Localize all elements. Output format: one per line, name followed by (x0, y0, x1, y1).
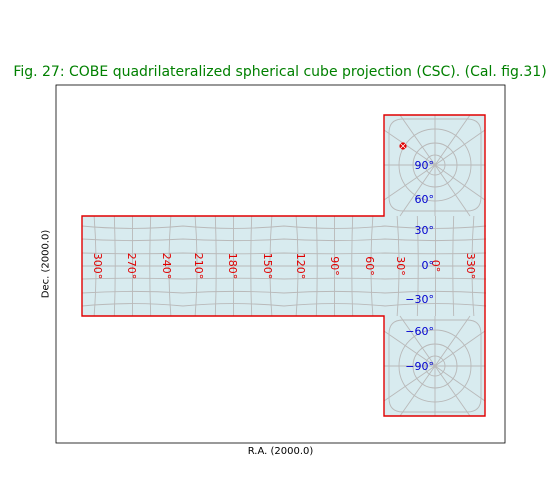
meridian-line (149, 215, 152, 317)
dec-tick-label: −60° (405, 325, 434, 338)
meridian-line (250, 215, 253, 317)
ra-tick-label: 90° (328, 256, 341, 276)
dec-tick-label: 90° (415, 159, 435, 172)
ra-tick-label: 330° (464, 253, 477, 280)
parallel-line (81, 277, 487, 280)
ra-tick-label: 270° (125, 253, 138, 280)
south-meridian (383, 330, 436, 367)
parallel-line (81, 303, 487, 307)
meridian-line (269, 215, 273, 317)
meridian-line (396, 215, 400, 317)
parallel-line (81, 238, 487, 242)
cube-boundary (81, 114, 486, 417)
dec-labels: 90° 60° 30° 0° −30° −60° −90° (405, 159, 434, 373)
north-meridian (383, 129, 436, 166)
meridian-line (471, 215, 475, 317)
ra-tick-label: 300° (91, 253, 104, 280)
north-meridian (399, 164, 436, 217)
ra-tick-label: 60° (363, 256, 376, 276)
ra-tick-label: 240° (160, 253, 173, 280)
meridian-line (370, 215, 374, 317)
meridian-line (452, 215, 455, 317)
ra-tick-label: 180° (226, 253, 239, 280)
dec-tick-label: −30° (405, 293, 434, 306)
north-meridian (434, 114, 471, 166)
dec-tick-label: −90° (405, 360, 434, 373)
south-meridian (434, 330, 486, 367)
meridian-line (416, 215, 419, 317)
dec-tick-label: 0° (422, 259, 435, 272)
south-meridian (434, 365, 471, 417)
ra-labels: 300° 270° 240° 210° 180° 150° 120° 90° 60° 30° 0° 3… (91, 253, 477, 280)
meridian-line (351, 215, 354, 317)
meridian-line (214, 215, 217, 317)
south-meridian (383, 365, 436, 402)
north-meridian (434, 164, 486, 201)
x-axis-label: R.A. (2000.0) (247, 446, 314, 457)
ra-tick-label: 150° (261, 253, 274, 280)
meridian-line (315, 215, 318, 317)
dec-tick-label: 30° (415, 224, 435, 237)
graticule (81, 114, 487, 417)
meridian-line (168, 215, 172, 317)
meridian-line (113, 215, 116, 317)
ra-tick-label: 30° (394, 256, 407, 276)
parallel-line (81, 290, 487, 294)
north-meridian (383, 164, 436, 201)
north-meridian (399, 114, 436, 166)
parallel-line (81, 252, 487, 255)
parallel-line (81, 225, 487, 229)
y-axis-label: Dec. (2000.0) (40, 229, 52, 299)
origin-marker-cross-2 (400, 143, 406, 149)
ra-tick-label: 120° (294, 253, 307, 280)
north-meridian (434, 164, 471, 217)
south-meridian (399, 315, 436, 367)
ra-tick-label: 0° (429, 260, 442, 273)
ra-tick-label: 210° (192, 253, 205, 280)
plot-frame (55, 84, 506, 444)
meridian-line (194, 215, 198, 317)
meridian-line (93, 215, 97, 317)
north-meridian (434, 129, 486, 166)
meridian-line (295, 215, 299, 317)
south-meridian (434, 315, 471, 367)
south-meridian (399, 365, 436, 417)
dec-tick-label: 60° (415, 193, 435, 206)
figure-title: Fig. 27: COBE quadrilateralized spherica… (13, 64, 547, 80)
south-meridian (434, 365, 486, 402)
